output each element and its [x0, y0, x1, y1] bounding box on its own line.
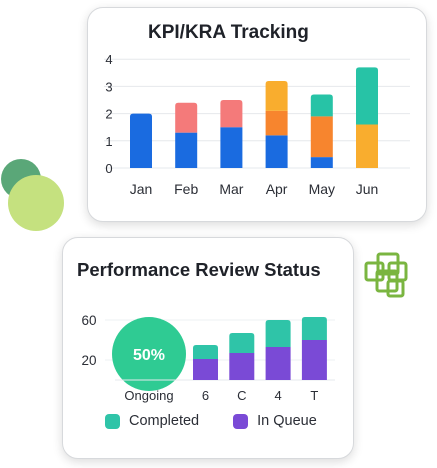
kpi-bar-segment — [310, 116, 333, 158]
kpi-bar-feb — [175, 102, 198, 168]
perf-bar-segment-completed — [193, 345, 218, 359]
kpi-bar-segment — [265, 135, 288, 168]
kpi-x-tick-label: May — [309, 181, 335, 197]
kpi-y-tick-label: 0 — [105, 161, 112, 176]
ongoing-label: Ongoing — [124, 388, 173, 403]
kpi-card-title: KPI/KRA Tracking — [148, 22, 309, 43]
performance-card-title: Performance Review Status — [77, 259, 321, 280]
kpi-bar-segment — [175, 132, 198, 168]
kpi-x-tick-label: Jun — [356, 181, 379, 197]
kpi-bar-segment — [265, 110, 288, 136]
perf-bar-segment-in-queue — [265, 347, 291, 380]
ongoing-progress-circle — [112, 317, 186, 391]
perf-bar-segment-in-queue — [193, 359, 218, 380]
kpi-bar-segment — [356, 124, 378, 168]
kpi-x-tick-label: Jan — [130, 181, 153, 197]
kpi-x-tick-label: Apr — [266, 181, 288, 197]
kpi-y-tick-label: 2 — [105, 107, 112, 122]
perf-y-tick-label: 20 — [81, 353, 96, 368]
perf-x-tick-label: 6 — [202, 388, 209, 403]
kpi-bar-chart: 0 1 2 3 4 Jan Feb Mar Apr May Jun — [104, 52, 410, 197]
performance-review-status-card: Performance Review Status 20 60 50% Ongoing… — [62, 237, 354, 459]
kpi-bar-segment — [310, 157, 333, 168]
perf-bar-segment-completed — [229, 333, 255, 353]
legend-swatch-completed — [105, 413, 120, 429]
kpi-bar-jan — [130, 113, 152, 168]
kpi-bar-apr — [265, 80, 288, 168]
legend-swatch-in-queue — [233, 413, 249, 429]
legend-item-completed: Completed — [105, 413, 199, 429]
kpi-kra-tracking-card: KPI/KRA Tracking 0 1 2 3 4 Jan Feb Mar Apr May Jun — [87, 7, 427, 222]
kpi-bar-segment — [220, 100, 243, 128]
kpi-y-tick-label: 1 — [105, 134, 112, 149]
ongoing-percent-label: 50% — [133, 347, 165, 364]
kpi-y-tick-label: 4 — [105, 52, 112, 67]
perf-y-tick-label: 60 — [81, 313, 96, 328]
kpi-bar-segment — [265, 80, 288, 111]
perf-bar-segment-in-queue — [229, 353, 255, 380]
kpi-bar-segment — [130, 113, 152, 168]
kpi-x-tick-label: Feb — [174, 181, 198, 197]
kpi-bar-segment — [310, 94, 333, 117]
perf-bar-c — [229, 333, 255, 380]
perf-bar-4 — [265, 320, 291, 380]
perf-bar-t — [301, 317, 327, 380]
kpi-bar-segment — [356, 67, 378, 125]
performance-bar-chart: 20 60 50% Ongoing 6 C 4 T — [81, 313, 335, 403]
kpi-x-tick-label: Mar — [219, 181, 243, 197]
legend-label-completed: Completed — [129, 413, 200, 429]
kpi-y-tick-label: 3 — [105, 79, 112, 94]
perf-bar-segment-completed — [301, 317, 327, 340]
perf-bar-6 — [193, 345, 218, 380]
legend-label-in-queue: In Queue — [257, 413, 317, 429]
kpi-bar-may — [310, 94, 333, 168]
perf-x-tick-label: T — [310, 388, 318, 403]
perf-bar-segment-in-queue — [301, 340, 327, 380]
decorative-light-green-circle — [8, 175, 64, 231]
legend-item-in-queue: In Queue — [233, 413, 317, 429]
kpi-bar-segment — [175, 102, 198, 133]
perf-x-tick-label: 4 — [274, 388, 281, 403]
kpi-bar-jun — [356, 67, 378, 168]
kpi-bar-mar — [220, 100, 243, 168]
perf-x-tick-label: C — [237, 388, 246, 403]
kpi-bar-segment — [220, 127, 243, 168]
perf-bar-segment-completed — [265, 320, 291, 347]
performance-legend: Completed In Queue — [105, 413, 317, 429]
overlapping-squares-icon — [364, 252, 408, 298]
